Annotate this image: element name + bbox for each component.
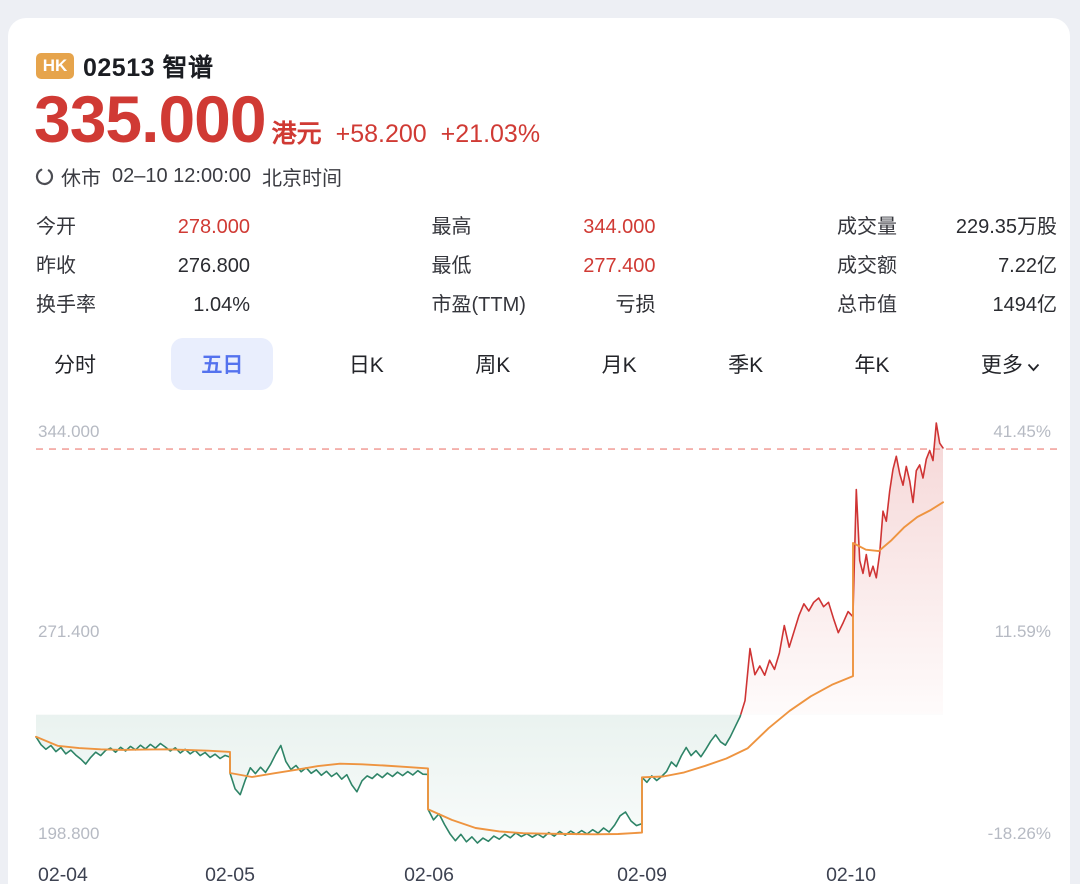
stat-open: 今开 278.000 (36, 216, 250, 238)
stat-high: 最高 344.000 (431, 216, 656, 238)
period-tabs: 分时 五日 日K 周K 月K 季K 年K 更多 (38, 338, 1056, 390)
stats-column-3: 成交量 229.35万股 成交额 7.22亿 总市值 1494亿 (837, 208, 1057, 325)
y-axis-label-mid: 271.400 (38, 622, 100, 641)
stats-column-2: 最高 344.000 最低 277.400 市盈(TTM) 亏损 (432, 208, 656, 325)
price-change-percent: +21.03% (440, 120, 541, 148)
market-hk-badge: HK (36, 53, 74, 79)
stat-pe-ttm: 市盈(TTM) 亏损 (431, 294, 656, 316)
tab-weekly-k[interactable]: 周K (475, 354, 511, 377)
tab-minute[interactable]: 分时 (54, 354, 96, 377)
stock-header: HK 02513 智谱 (36, 48, 213, 84)
price-row: 335.000 港元 +58.200 +21.03% (34, 84, 540, 154)
chart-canvas[interactable] (8, 408, 1080, 884)
tab-monthly-k[interactable]: 月K (601, 354, 637, 377)
x-axis-label-day3: 02-06 (404, 864, 454, 884)
stock-title: 02513 智谱 (83, 54, 214, 82)
currency-label: 港元 (271, 120, 322, 148)
tab-daily-k[interactable]: 日K (348, 354, 384, 377)
market-status-row: 休市 02–10 12:00:00 北京时间 (35, 162, 342, 191)
current-price: 335.000 (34, 82, 267, 156)
stat-amount: 成交额 7.22亿 (837, 255, 1057, 277)
tab-five-day[interactable]: 五日 (171, 338, 274, 390)
stats-grid: 今开 278.000 昨收 276.800 换手率 1.04% 最高 344.0… (36, 208, 1057, 325)
price-change: +58.200 (335, 120, 427, 148)
market-status: 休市 (61, 168, 101, 190)
stats-column-1: 今开 278.000 昨收 276.800 换手率 1.04% (36, 208, 250, 325)
pct-axis-label-max: 41.45% (993, 422, 1051, 441)
five-day-chart[interactable]: 344.000 271.400 198.800 41.45% 11.59% -1… (8, 408, 1080, 884)
y-axis-label-max: 344.000 (38, 422, 100, 441)
stat-low: 最低 277.400 (431, 255, 656, 277)
chevron-down-icon (1027, 354, 1040, 378)
status-time: 02–10 12:00:00 (112, 165, 252, 187)
market-closed-clock-icon (35, 167, 54, 186)
stat-volume: 成交量 229.35万股 (837, 216, 1057, 238)
tab-yearly-k[interactable]: 年K (854, 354, 890, 377)
tab-more[interactable]: 更多 (965, 338, 1056, 390)
y-axis-label-min: 198.800 (38, 824, 100, 843)
stat-turnover-rate: 换手率 1.04% (36, 294, 250, 316)
x-axis-label-day2: 02-05 (205, 864, 255, 884)
timezone-label: 北京时间 (262, 168, 343, 190)
tab-quarterly-k[interactable]: 季K (728, 354, 764, 377)
stock-quote-card: HK 02513 智谱 335.000 港元 +58.200 +21.03% 休… (8, 18, 1070, 884)
stat-prev-close: 昨收 276.800 (36, 255, 250, 277)
x-axis-label-day4: 02-09 (617, 864, 667, 884)
x-axis-label-day1: 02-04 (38, 864, 88, 884)
pct-axis-label-min: -18.26% (987, 824, 1051, 843)
pct-axis-label-mid: 11.59% (994, 622, 1051, 641)
x-axis-label-day5: 02-10 (826, 864, 876, 884)
stat-market-cap: 总市值 1494亿 (837, 294, 1057, 316)
